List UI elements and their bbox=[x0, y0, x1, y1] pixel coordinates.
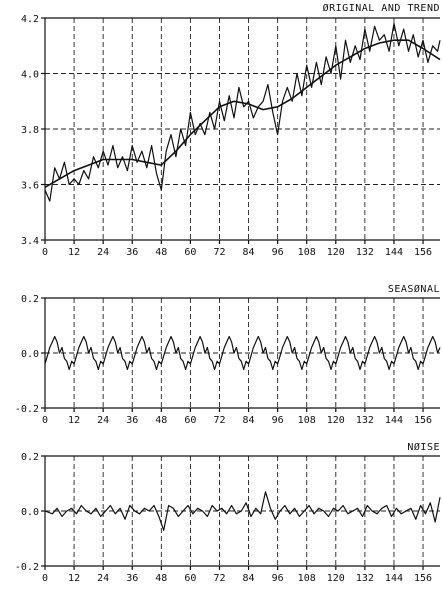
original-and-trend-y-tick-label: 3.6 bbox=[21, 181, 39, 192]
original-and-trend-y-tick-label: 4.0 bbox=[21, 70, 39, 81]
original-and-trend-series-line-0 bbox=[44, 23, 441, 202]
original-and-trend-series-line-1 bbox=[44, 39, 441, 188]
original-and-trend-y-tick-label: 4.2 bbox=[21, 14, 39, 25]
original-and-trend-x-tick-label: 96 bbox=[272, 247, 284, 258]
original-and-trend-x-tick-label: 12 bbox=[68, 247, 80, 258]
seasonal-x-tick-label: 84 bbox=[243, 415, 255, 426]
noise-x-tick-label: 48 bbox=[155, 573, 167, 584]
noise-x-tick-label: 96 bbox=[272, 573, 284, 584]
original-and-trend-x-tick-label: 60 bbox=[184, 247, 196, 258]
seasonal-x-tick-label: 132 bbox=[356, 415, 374, 426]
noise-x-tick-label: 120 bbox=[327, 573, 345, 584]
original-and-trend-x-tick-label: 0 bbox=[42, 247, 48, 258]
original-and-trend-x-tick-label: 132 bbox=[356, 247, 374, 258]
original-and-trend-panel: ØRIGINAL AND TREND 0 12 24 36 48 60 72 84 96 108 1… bbox=[21, 2, 441, 258]
noise-x-tick-label: 36 bbox=[126, 573, 138, 584]
noise-x-tick-label: 84 bbox=[243, 573, 255, 584]
seasonal-x-tick-label: 96 bbox=[272, 415, 284, 426]
noise-x-tick-label: 0 bbox=[42, 573, 48, 584]
seasonal-x-tick-label: 36 bbox=[126, 415, 138, 426]
seasonal-x-tick-label: 108 bbox=[298, 415, 316, 426]
noise-y-tick-label: 0.2 bbox=[21, 452, 39, 463]
noise-x-tick-label: 24 bbox=[97, 573, 109, 584]
seasonal-x-tick-label: 60 bbox=[184, 415, 196, 426]
seasonal-x-tick-label: 48 bbox=[155, 415, 167, 426]
noise-y-tick-label: -0.2 bbox=[15, 562, 39, 573]
noise-x-tick-label: 132 bbox=[356, 573, 374, 584]
original-and-trend-x-tick-label: 144 bbox=[385, 247, 403, 258]
seasonal-series-line-0 bbox=[44, 335, 441, 371]
noise-x-tick-label: 108 bbox=[298, 573, 316, 584]
original-and-trend-x-tick-label: 120 bbox=[327, 247, 345, 258]
panel-title-original-and-trend: ØRIGINAL AND TREND bbox=[323, 2, 440, 14]
original-and-trend-x-tick-label: 72 bbox=[213, 247, 225, 258]
panel-title-seasonal: SEASØNAL bbox=[388, 283, 440, 295]
seasonal-y-tick-label: 0.0 bbox=[21, 349, 39, 360]
seasonal-x-tick-label: 144 bbox=[385, 415, 403, 426]
noise-x-tick-label: 72 bbox=[213, 573, 225, 584]
seasonal-x-tick-label: 0 bbox=[42, 415, 48, 426]
original-and-trend-x-tick-label: 36 bbox=[126, 247, 138, 258]
seasonal-panel: SEASØNAL 0 12 24 36 48 60 72 84 96 108 120 132 144 15… bbox=[15, 283, 441, 426]
noise-panel: NØISE 0 12 24 36 48 60 72 84 96 108 120 132 144 156 -0… bbox=[15, 441, 441, 584]
original-and-trend-x-tick-label: 48 bbox=[155, 247, 167, 258]
seasonal-y-tick-label: 0.2 bbox=[21, 294, 39, 305]
seasonal-x-tick-label: 156 bbox=[414, 415, 432, 426]
seasonal-x-tick-label: 72 bbox=[213, 415, 225, 426]
noise-y-tick-label: 0.0 bbox=[21, 507, 39, 518]
panel-title-noise: NØISE bbox=[407, 441, 440, 453]
seasonal-y-tick-label: -0.2 bbox=[15, 404, 39, 415]
original-and-trend-x-tick-label: 108 bbox=[298, 247, 316, 258]
seasonal-x-tick-label: 120 bbox=[327, 415, 345, 426]
seasonal-x-tick-label: 12 bbox=[68, 415, 80, 426]
noise-x-tick-label: 60 bbox=[184, 573, 196, 584]
seasonal-x-tick-label: 24 bbox=[97, 415, 109, 426]
original-and-trend-x-tick-label: 24 bbox=[97, 247, 109, 258]
original-and-trend-y-tick-label: 3.4 bbox=[21, 236, 39, 247]
noise-x-tick-label: 156 bbox=[414, 573, 432, 584]
noise-x-tick-label: 12 bbox=[68, 573, 80, 584]
noise-x-tick-label: 144 bbox=[385, 573, 403, 584]
original-and-trend-y-tick-label: 3.8 bbox=[21, 125, 39, 136]
original-and-trend-x-tick-label: 84 bbox=[243, 247, 255, 258]
original-and-trend-x-tick-label: 156 bbox=[414, 247, 432, 258]
noise-series-line-0 bbox=[44, 491, 441, 531]
